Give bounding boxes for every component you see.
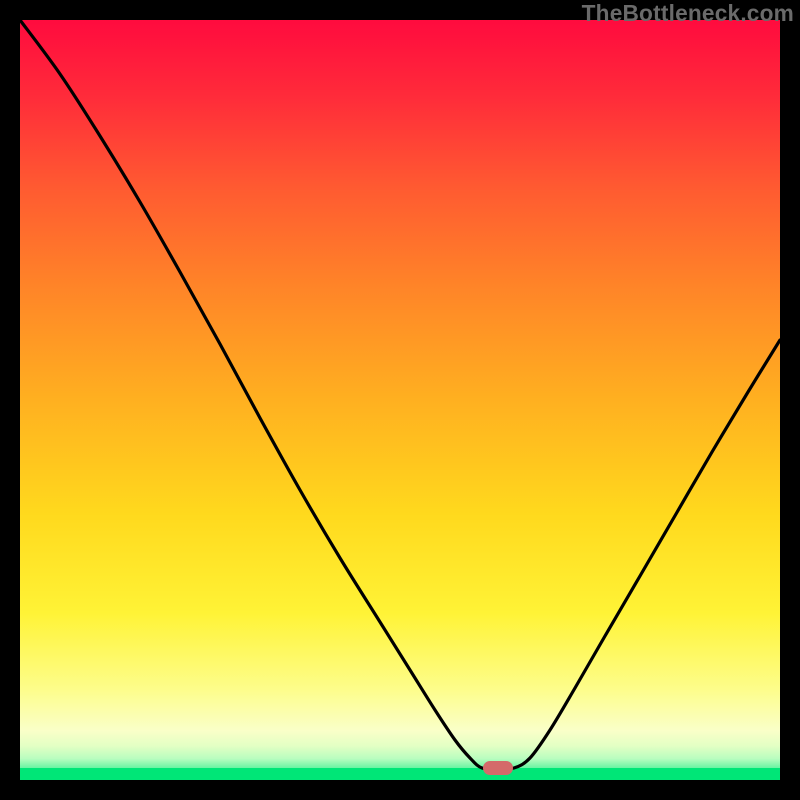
gradient-background [20, 20, 780, 780]
chart-container: TheBottleneck.com [0, 0, 800, 800]
minimum-marker [483, 761, 513, 775]
bottom-green-stripe [20, 768, 780, 780]
watermark-text: TheBottleneck.com [582, 0, 794, 27]
